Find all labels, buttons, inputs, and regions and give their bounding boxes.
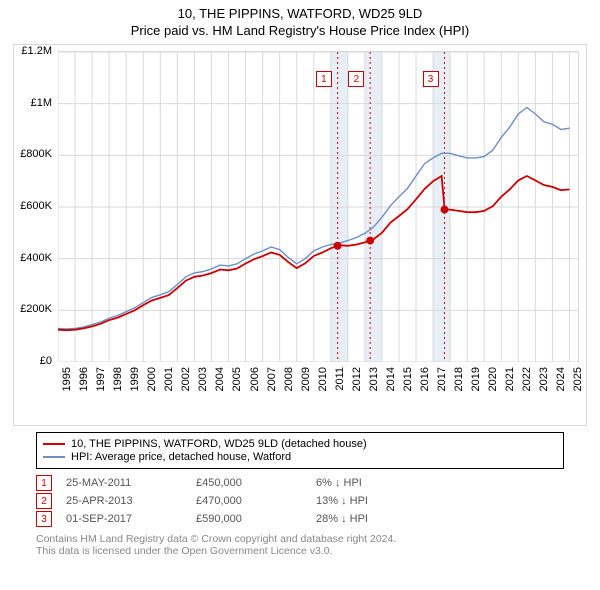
transaction-row: 2 25-APR-2013£470,00013% ↓ HPI — [36, 493, 600, 509]
y-tick-label: £600K — [14, 200, 52, 212]
y-tick-label: £1M — [14, 97, 52, 109]
y-tick-label: £1.2M — [14, 45, 52, 57]
legend-label-2: HPI: Average price, detached house, Watf… — [71, 451, 291, 463]
x-tick-label: 2010 — [317, 367, 329, 399]
legend-label-1: 10, THE PIPPINS, WATFORD, WD25 9LD (deta… — [71, 438, 367, 450]
x-tick-label: 1999 — [129, 367, 141, 399]
transaction-date: 25-APR-2013 — [66, 495, 196, 507]
x-tick-label: 1995 — [61, 367, 73, 399]
footnote: Contains HM Land Registry data © Crown c… — [36, 533, 564, 557]
x-tick-label: 2013 — [368, 367, 380, 399]
annotation-box: 2 — [348, 71, 364, 87]
y-tick-label: £400K — [14, 252, 52, 264]
footnote-line1: Contains HM Land Registry data © Crown c… — [36, 533, 396, 545]
legend-item: 10, THE PIPPINS, WATFORD, WD25 9LD (deta… — [43, 438, 557, 450]
transaction-price: £470,000 — [196, 495, 316, 507]
x-tick-label: 1996 — [78, 367, 90, 399]
transaction-row: 1 25-MAY-2011£450,0006% ↓ HPI — [36, 475, 600, 491]
x-tick-label: 2021 — [504, 367, 516, 399]
marker-dot — [334, 242, 342, 250]
x-tick-label: 2014 — [385, 367, 397, 399]
marker-dot — [441, 206, 449, 214]
x-tick-label: 2024 — [555, 367, 567, 399]
x-tick-label: 2001 — [163, 367, 175, 399]
footnote-line2: This data is licensed under the Open Gov… — [36, 545, 333, 557]
chart-title: 10, THE PIPPINS, WATFORD, WD25 9LD — [0, 6, 600, 21]
legend-item: HPI: Average price, detached house, Watf… — [43, 451, 557, 463]
transaction-row: 3 01-SEP-2017£590,00028% ↓ HPI — [36, 511, 600, 527]
transaction-marker-box: 3 — [36, 511, 52, 527]
x-tick-label: 1997 — [95, 367, 107, 399]
y-tick-label: £0 — [14, 355, 52, 367]
transaction-diff: 13% ↓ HPI — [316, 495, 456, 507]
transaction-price: £450,000 — [196, 477, 316, 489]
marker-dot — [366, 237, 374, 245]
y-tick-label: £200K — [14, 303, 52, 315]
x-tick-label: 2019 — [470, 367, 482, 399]
x-tick-label: 2002 — [180, 367, 192, 399]
x-tick-label: 1998 — [112, 367, 124, 399]
chart-container: £0 £200K £400K £600K £800K £1M £1.2M 1995 1996 19… — [13, 44, 587, 426]
annotation-box: 3 — [423, 71, 439, 87]
legend-swatch-1 — [43, 443, 65, 445]
x-tick-label: 2009 — [300, 367, 312, 399]
transaction-diff: 6% ↓ HPI — [316, 477, 456, 489]
legend-swatch-2 — [43, 456, 65, 458]
x-tick-label: 2016 — [419, 367, 431, 399]
x-tick-label: 2007 — [266, 367, 278, 399]
transaction-marker-box: 1 — [36, 475, 52, 491]
x-tick-label: 2011 — [334, 367, 346, 399]
plot-area — [58, 51, 579, 362]
y-tick-label: £800K — [14, 148, 52, 160]
chart-svg — [58, 52, 578, 362]
x-tick-label: 2015 — [402, 367, 414, 399]
x-tick-label: 2018 — [453, 367, 465, 399]
x-tick-label: 2022 — [521, 367, 533, 399]
x-tick-label: 2008 — [283, 367, 295, 399]
transaction-list: 1 25-MAY-2011£450,0006% ↓ HPI 2 25-APR-2013… — [0, 475, 600, 527]
x-tick-label: 2000 — [146, 367, 158, 399]
x-tick-label: 2023 — [538, 367, 550, 399]
x-tick-label: 2025 — [572, 367, 584, 399]
transaction-marker-box: 2 — [36, 493, 52, 509]
x-tick-label: 2006 — [249, 367, 261, 399]
x-tick-label: 2020 — [487, 367, 499, 399]
x-tick-label: 2012 — [351, 367, 363, 399]
x-tick-label: 2017 — [436, 367, 448, 399]
transaction-date: 25-MAY-2011 — [66, 477, 196, 489]
annotation-box: 1 — [316, 71, 332, 87]
chart-subtitle: Price paid vs. HM Land Registry's House … — [0, 23, 600, 38]
x-tick-label: 2003 — [197, 367, 209, 399]
transaction-date: 01-SEP-2017 — [66, 513, 196, 525]
transaction-price: £590,000 — [196, 513, 316, 525]
legend-box: 10, THE PIPPINS, WATFORD, WD25 9LD (deta… — [36, 432, 564, 469]
x-tick-label: 2005 — [231, 367, 243, 399]
transaction-diff: 28% ↓ HPI — [316, 513, 456, 525]
x-tick-label: 2004 — [214, 367, 226, 399]
